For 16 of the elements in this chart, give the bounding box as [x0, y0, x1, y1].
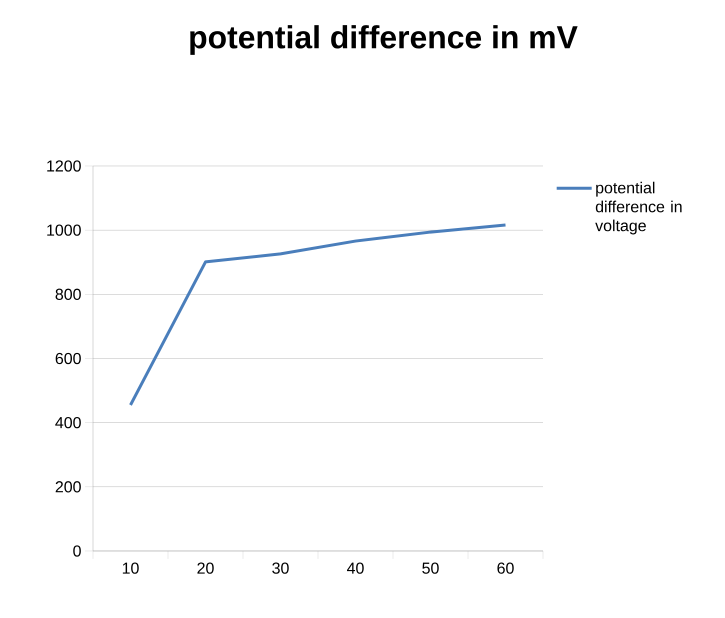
x-tick-label: 20: [197, 562, 214, 574]
x-tick-label: 30: [272, 562, 289, 574]
legend-label: potential difference in voltage: [595, 182, 682, 234]
x-tick-label: 40: [347, 562, 364, 574]
x-tick-label: 10: [122, 562, 139, 574]
chart-title: potential difference in mV: [190, 25, 578, 55]
y-tick-label: 1200: [47, 160, 81, 172]
y-tick-label: 0: [73, 545, 81, 557]
x-tick-label: 60: [497, 562, 514, 574]
y-tick-label: 600: [56, 352, 81, 364]
y-tick-label: 400: [55, 417, 81, 428]
x-tick-label: 50: [422, 562, 439, 574]
y-tick-label: 800: [56, 288, 81, 300]
y-tick-label: 200: [56, 481, 81, 492]
line-series: [129, 224, 508, 406]
y-tick-label: 1000: [47, 224, 81, 236]
